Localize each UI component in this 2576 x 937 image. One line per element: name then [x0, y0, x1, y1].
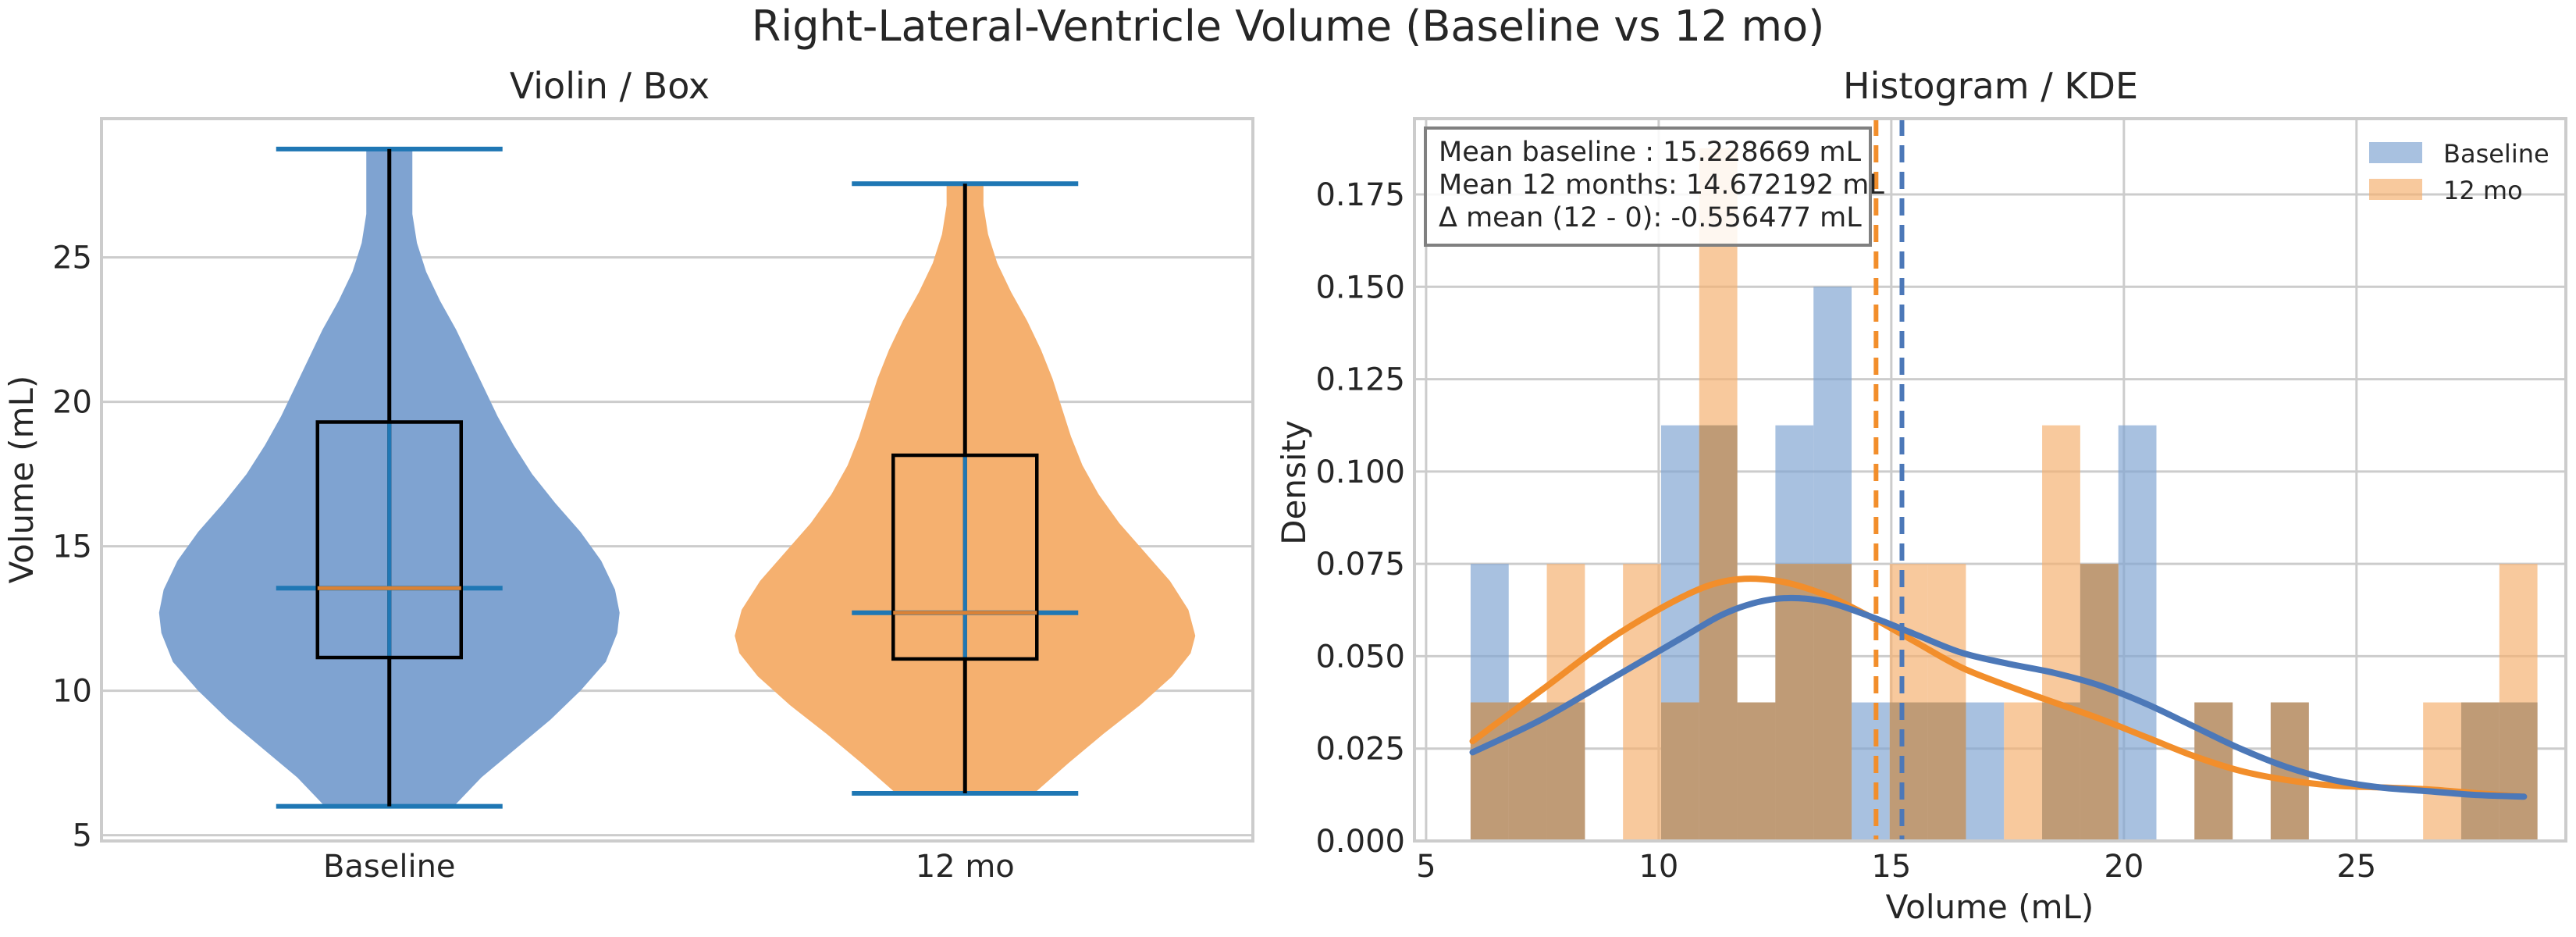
hist-panel-title: Histogram / KDE [1843, 65, 2138, 107]
histogram-kde-panel: Histogram / KDE 0.000 0.025 0.050 0.075 0.10… [1275, 65, 2567, 926]
hist-bar-overlap [1775, 564, 1814, 841]
hist-bar-overlap [1737, 702, 1776, 841]
legend-label-baseline: Baseline [2443, 139, 2549, 169]
hist-bar-overlap [1546, 702, 1585, 841]
violin-y-tick-label: 5 [73, 818, 92, 854]
hist-y-tick-label: 0.175 [1315, 177, 1405, 213]
hist-y-tick-label: 0.025 [1315, 732, 1405, 768]
kde-curve-12mo [1469, 575, 2528, 800]
hist-x-tick-label: 20 [2104, 849, 2144, 885]
hist-y-axis-label: Density [1275, 420, 1313, 545]
violin-y-tick-label: 25 [52, 240, 92, 276]
violin-shapes [158, 146, 1196, 809]
violin-x-tick-label: 12 mo [916, 849, 1015, 885]
violin-panel-title: Violin / Box [510, 65, 710, 107]
hist-bar-overlap [2194, 702, 2233, 841]
hist-bar-overlap [2042, 702, 2080, 841]
stats-annotation-box: Mean baseline : 15.228669 mL Mean 12 mon… [1424, 126, 1884, 247]
hist-bar-overlap [2460, 702, 2500, 841]
violin-x-tick-label: Baseline [323, 849, 456, 885]
hist-y-tick-label: 0.050 [1315, 639, 1405, 675]
hist-kde-curves [1469, 575, 2528, 800]
hist-y-tick-label: 0.075 [1315, 547, 1405, 583]
hist-bar-baseline [1966, 702, 2005, 841]
hist-bar-baseline [2118, 425, 2157, 841]
hist-y-tick-label: 0.150 [1315, 269, 1405, 305]
hist-mean-lines [1873, 119, 1905, 841]
hist-bar-12mo [2004, 702, 2043, 841]
legend-swatch-12mo [2369, 179, 2422, 200]
hist-bars [1470, 148, 2538, 841]
hist-legend: Baseline 12 mo [2369, 139, 2549, 205]
hist-x-tick-label: 15 [1871, 849, 1911, 885]
hist-bar-12mo [1623, 564, 1661, 841]
violin-y-axis-label: Volume (mL) [2, 376, 41, 584]
annotation-line: Mean baseline : 15.228669 mL [1439, 137, 1862, 168]
hist-y-ticks: 0.000 0.025 0.050 0.075 0.100 0.125 0.150 0.175 [1315, 177, 1405, 860]
box-iqr [315, 420, 463, 660]
annotation-line: Δ mean (12 - 0): -0.556477 mL [1439, 202, 1862, 233]
hist-x-axis-label: Volume (mL) [1886, 888, 2094, 926]
violin-y-tick-label: 20 [52, 385, 92, 421]
figure-title: Right-Lateral-Ventricle Volume (Baseline… [752, 2, 1825, 51]
kde-curve-baseline [1469, 594, 2528, 800]
hist-bar-overlap [1927, 702, 1966, 841]
violin-y-ticks: 5 10 15 20 25 [52, 240, 92, 854]
hist-bar-baseline [1852, 702, 1890, 841]
hist-x-tick-label: 5 [1416, 849, 1436, 885]
violin-axes-frame [100, 117, 1254, 843]
hist-y-tick-label: 0.100 [1315, 454, 1405, 490]
hist-bar-overlap [1889, 702, 1928, 841]
legend-swatch-baseline [2369, 142, 2422, 163]
violin-y-tick-label: 15 [52, 529, 92, 565]
hist-y-tick-label: 0.000 [1315, 824, 1405, 860]
hist-bar-overlap [2080, 564, 2119, 841]
hist-bar-overlap [1660, 702, 1699, 841]
hist-x-ticks: 5 10 15 20 25 [1416, 849, 2376, 885]
hist-bar-12mo [2423, 702, 2461, 841]
annotation-line: Mean 12 months: 14.672192 mL [1439, 169, 1884, 201]
hist-bar-overlap [1699, 425, 1738, 841]
violin-y-tick-label: 10 [52, 674, 92, 710]
hist-bar-overlap [1470, 702, 1509, 841]
hist-x-tick-label: 25 [2336, 849, 2376, 885]
violin-boxplots [315, 148, 1039, 807]
annotation-frame [1424, 126, 1872, 247]
violin-box-panel: Violin / Box 5 10 15 20 25 Baseline 12 mo Vol… [2, 65, 1254, 885]
legend-label-12mo: 12 mo [2443, 176, 2523, 205]
hist-x-tick-label: 10 [1638, 849, 1678, 885]
box-iqr [891, 453, 1039, 661]
hist-axes-frame [1413, 117, 2567, 843]
violin-x-ticks: Baseline 12 mo [323, 849, 1015, 885]
hist-bar-overlap [2499, 702, 2538, 841]
hist-y-tick-label: 0.125 [1315, 362, 1405, 398]
